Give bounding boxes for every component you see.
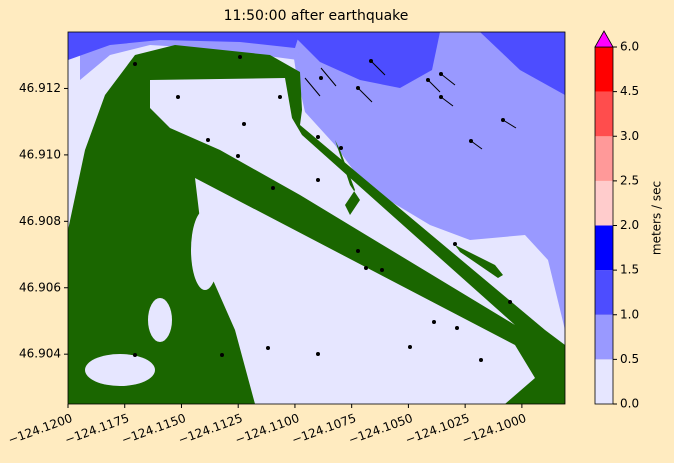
colorbar-bin <box>595 136 613 181</box>
water-medium <box>290 32 565 330</box>
x-tick-label: −124.1050 <box>347 411 415 447</box>
colorbar-tick-label: 0.0 <box>620 397 639 411</box>
x-tick-label: −124.1175 <box>63 411 131 447</box>
colorbar-bin <box>595 314 613 360</box>
x-tick-label: −124.1150 <box>120 411 188 447</box>
colorbar-tick-label: 0.5 <box>620 352 639 366</box>
colorbar-tick-label: 1.0 <box>620 307 639 321</box>
plot-frame <box>67 31 566 405</box>
colorbar-tick-label: 1.5 <box>620 263 639 277</box>
water-medium <box>80 32 300 80</box>
y-tick-label: 46.908 <box>19 214 61 228</box>
jetty <box>455 245 503 278</box>
y-tick-label: 46.912 <box>19 81 61 95</box>
water-fast <box>68 32 300 60</box>
colorbar-tick-label: 4.5 <box>620 84 639 98</box>
colorbar-tick-label: 2.0 <box>620 218 639 232</box>
colorbar-tick-label: 6.0 <box>620 40 639 54</box>
pond <box>148 298 172 342</box>
colorbar-extend <box>594 30 614 48</box>
y-tick-label: 46.904 <box>19 347 61 361</box>
x-tick-label: −124.1100 <box>233 411 301 447</box>
jetty <box>335 140 360 215</box>
y-tick-label: 46.910 <box>19 147 61 161</box>
colorbar-bin <box>595 225 613 271</box>
x-tick-label: −124.1125 <box>176 411 244 447</box>
velocity-arrows <box>304 60 517 150</box>
lagoon <box>195 178 535 404</box>
lagoon <box>150 78 515 325</box>
colorbar-bin <box>595 180 613 226</box>
colorbar-bin <box>595 359 613 404</box>
water-fast <box>290 32 440 88</box>
colorbar-bin <box>595 91 613 137</box>
colorbar-bin <box>595 270 613 315</box>
colorbar-tick-label: 2.5 <box>620 173 639 187</box>
x-tick-label: −124.1200 <box>6 411 74 447</box>
colorbar-label: meters / sec <box>650 181 664 255</box>
colorbar-tick-label: 3.0 <box>620 129 639 143</box>
x-tick-label: −124.1025 <box>403 411 471 447</box>
x-tick-label: −124.1075 <box>290 411 358 447</box>
water-fast <box>480 32 565 95</box>
pond <box>85 354 155 386</box>
chart-title: 11:50:00 after earthquake <box>224 8 409 24</box>
x-tick-label: −124.1000 <box>460 411 528 447</box>
pond <box>191 210 219 290</box>
colorbar-bin <box>595 47 613 92</box>
map <box>68 32 565 404</box>
y-tick-label: 46.906 <box>19 280 61 294</box>
